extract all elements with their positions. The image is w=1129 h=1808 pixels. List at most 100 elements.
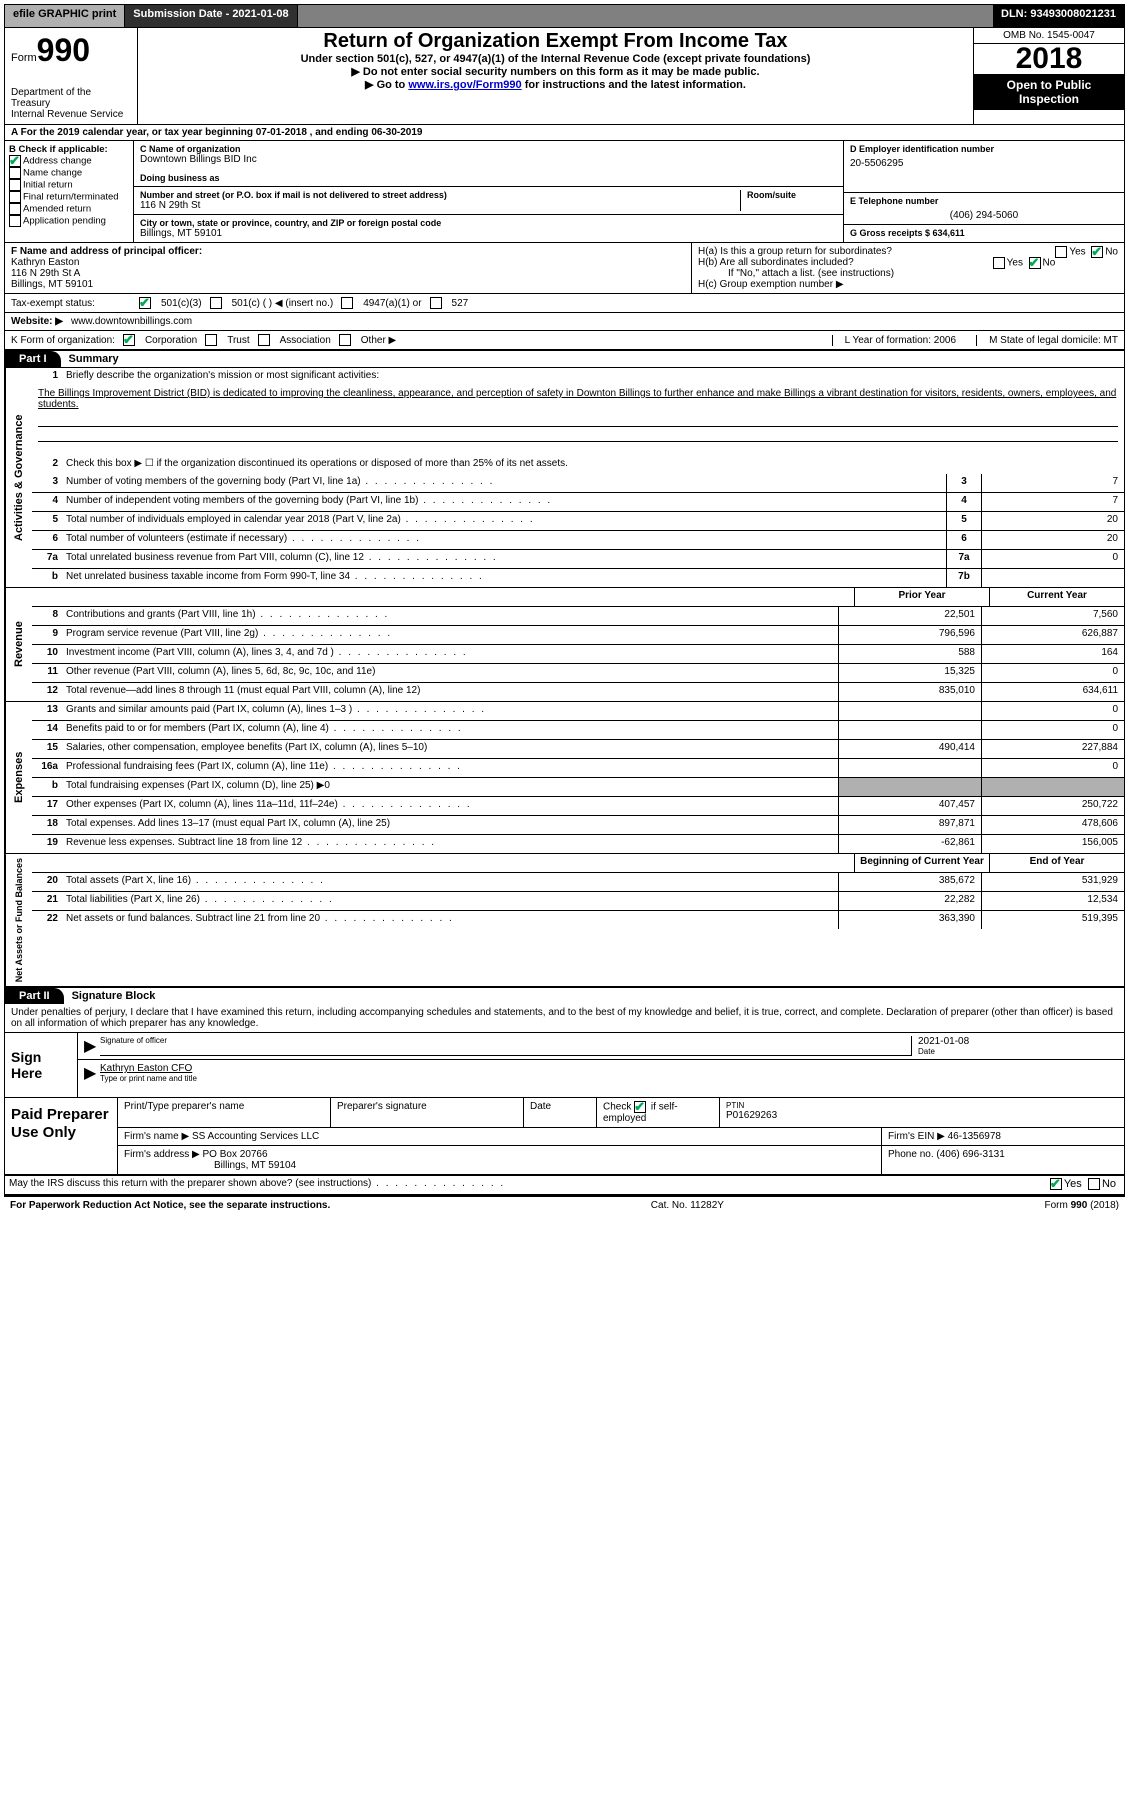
ln3-box: 3: [946, 474, 981, 492]
firm-name-label: Firm's name ▶: [124, 1131, 189, 1142]
dept-irs: Internal Revenue Service: [11, 109, 131, 120]
cb-name-change-label: Name change: [23, 168, 82, 179]
ln17-prior: 407,457: [838, 797, 981, 815]
cb-527[interactable]: [430, 297, 442, 309]
cb-address-change[interactable]: [9, 155, 21, 167]
ln7b-val: [981, 569, 1124, 587]
sig-date-label: Date: [918, 1047, 1118, 1056]
cb-trust[interactable]: [205, 334, 217, 346]
firm-ein: 46-1356978: [948, 1131, 1001, 1142]
goto-prefix: Go to: [377, 79, 409, 91]
ln9-curr: 626,887: [981, 626, 1124, 644]
box-deg: D Employer identification number 20-5506…: [844, 141, 1124, 242]
cb-other[interactable]: [339, 334, 351, 346]
part2-header-row: Part II Signature Block: [5, 988, 1124, 1004]
ein-value: 20-5506295: [850, 158, 1118, 169]
ln13-curr: 0: [981, 702, 1124, 720]
ln16b-text: Total fundraising expenses (Part IX, col…: [62, 778, 838, 796]
hb-no[interactable]: [1029, 257, 1041, 269]
city-value: Billings, MT 59101: [140, 228, 837, 239]
ln15-text: Salaries, other compensation, employee b…: [62, 740, 838, 758]
ln10-curr: 164: [981, 645, 1124, 663]
ln8-text: Contributions and grants (Part VIII, lin…: [62, 607, 838, 625]
header-mid: Return of Organization Exempt From Incom…: [138, 28, 974, 124]
ln2-num: 2: [32, 456, 62, 474]
firm-phone: Phone no. (406) 696-3131: [882, 1146, 1124, 1174]
ln19-text: Revenue less expenses. Subtract line 18 …: [62, 835, 838, 853]
ln1-num: 1: [32, 368, 62, 386]
form-subtitle-1: Under section 501(c), 527, or 4947(a)(1)…: [144, 53, 967, 65]
cb-corporation[interactable]: [123, 334, 135, 346]
ln2-text: Check this box ▶ ☐ if the organization d…: [62, 456, 1124, 474]
ln17-text: Other expenses (Part IX, column (A), lin…: [62, 797, 838, 815]
hc-label: H(c) Group exemption number ▶: [698, 279, 1118, 290]
ln7a-val: 0: [981, 550, 1124, 568]
officer-addr2: Billings, MT 59101: [11, 279, 685, 290]
cb-501c3[interactable]: [139, 297, 151, 309]
cb-amended-return[interactable]: [9, 203, 21, 215]
ln3-num: 3: [32, 474, 62, 492]
cb-self-employed[interactable]: [634, 1101, 646, 1113]
cb-4947[interactable]: [341, 297, 353, 309]
page-footer: For Paperwork Reduction Act Notice, see …: [4, 1197, 1125, 1214]
discuss-yes[interactable]: [1050, 1178, 1062, 1190]
cb-association[interactable]: [258, 334, 270, 346]
cb-final-return-label: Final return/terminated: [23, 192, 119, 203]
ln9-text: Program service revenue (Part VIII, line…: [62, 626, 838, 644]
box-f: F Name and address of principal officer:…: [5, 243, 692, 293]
cb-name-change[interactable]: [9, 167, 21, 179]
irs-link[interactable]: www.irs.gov/Form990: [408, 79, 521, 91]
hb-note: If "No," attach a list. (see instruction…: [698, 268, 1118, 279]
org-name: Downtown Billings BID Inc: [140, 154, 837, 165]
signature-block: Sign Here ▶ Signature of officer 2021-01…: [5, 1032, 1124, 1097]
ln16b-prior: [838, 778, 981, 796]
ln13-prior: [838, 702, 981, 720]
ln10-text: Investment income (Part VIII, column (A)…: [62, 645, 838, 663]
cb-501c[interactable]: [210, 297, 222, 309]
ln20-curr: 531,929: [981, 873, 1124, 891]
ln4-text: Number of independent voting members of …: [62, 493, 946, 511]
discuss-question: May the IRS discuss this return with the…: [5, 1176, 1042, 1194]
netassets-header: Beginning of Current Year End of Year: [32, 854, 1124, 873]
cb-initial-return[interactable]: [9, 179, 21, 191]
ln11-curr: 0: [981, 664, 1124, 682]
cb-501c-label: 501(c) ( ) ◀ (insert no.): [232, 298, 334, 309]
ln6-val: 20: [981, 531, 1124, 549]
part2-title: Signature Block: [64, 988, 164, 1004]
ln17-curr: 250,722: [981, 797, 1124, 815]
row-fh: F Name and address of principal officer:…: [5, 243, 1124, 294]
hb-yes[interactable]: [993, 257, 1005, 269]
paid-preparer-block: Paid Preparer Use Only Print/Type prepar…: [5, 1097, 1124, 1176]
ln7b-box: 7b: [946, 569, 981, 587]
firm-addr-label: Firm's address ▶: [124, 1149, 200, 1160]
ln5-val: 20: [981, 512, 1124, 530]
ln22-curr: 519,395: [981, 911, 1124, 929]
discuss-no[interactable]: [1088, 1178, 1100, 1190]
ln14-text: Benefits paid to or for members (Part IX…: [62, 721, 838, 739]
cb-app-pending-label: Application pending: [23, 216, 106, 227]
part1-header-row: Part I Summary: [5, 351, 1124, 368]
ln5-num: 5: [32, 512, 62, 530]
ln5-box: 5: [946, 512, 981, 530]
ln16a-prior: [838, 759, 981, 777]
ln6-num: 6: [32, 531, 62, 549]
dept-treasury: Department of the Treasury: [11, 87, 131, 109]
ln11-prior: 15,325: [838, 664, 981, 682]
part1-badge: Part I: [5, 351, 61, 367]
box-h: H(a) Is this a group return for subordin…: [692, 243, 1124, 293]
ptin-value: P01629263: [726, 1110, 1118, 1121]
ln21-curr: 12,534: [981, 892, 1124, 910]
cb-final-return[interactable]: [9, 191, 21, 203]
ha-yes[interactable]: [1055, 246, 1067, 258]
ln3-val: 7: [981, 474, 1124, 492]
firm-addr1: PO Box 20766: [203, 1149, 268, 1160]
dba-label: Doing business as: [140, 173, 837, 183]
firm-ein-label: Firm's EIN ▶: [888, 1131, 945, 1142]
ha-no[interactable]: [1091, 246, 1103, 258]
box-l: L Year of formation: 2006: [832, 335, 968, 346]
ln7b-text: Net unrelated business taxable income fr…: [62, 569, 946, 587]
cb-app-pending[interactable]: [9, 215, 21, 227]
section-expenses: Expenses 13Grants and similar amounts pa…: [5, 702, 1124, 854]
blank-line-2: [38, 427, 1118, 442]
header-right: OMB No. 1545-0047 2018 Open to Public In…: [974, 28, 1124, 124]
